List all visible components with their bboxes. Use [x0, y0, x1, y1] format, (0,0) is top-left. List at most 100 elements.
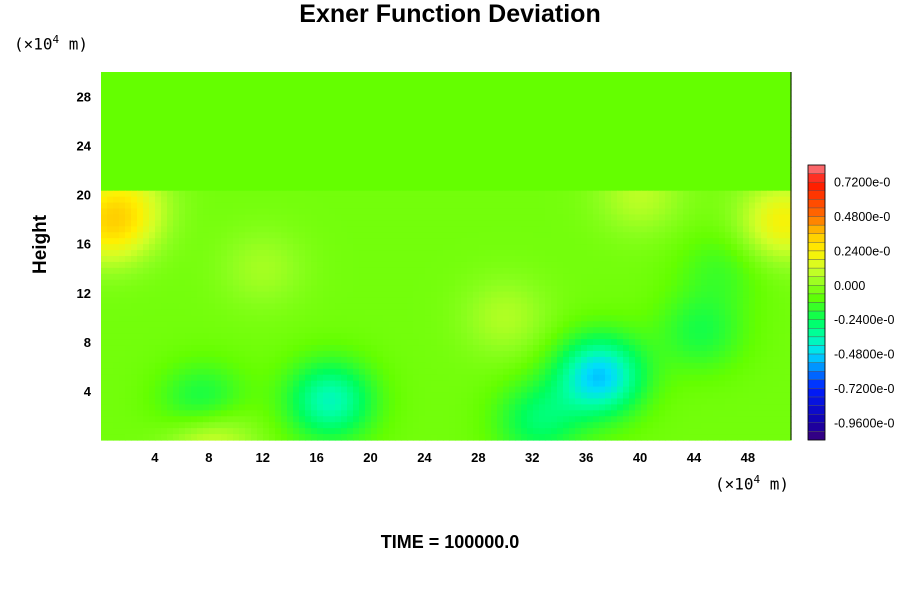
- heatmap-cell: [167, 149, 174, 156]
- heatmap-cell: [443, 143, 450, 150]
- heatmap-cell: [455, 172, 462, 180]
- heatmap-cell: [503, 261, 510, 269]
- heatmap-cell: [263, 77, 270, 85]
- heatmap-cell: [755, 113, 762, 121]
- heatmap-cell: [101, 184, 108, 192]
- heatmap-cell: [173, 238, 180, 245]
- heatmap-cell: [209, 161, 216, 168]
- heatmap-cell: [713, 101, 720, 109]
- heatmap-cell: [731, 196, 738, 204]
- heatmap-cell: [377, 155, 384, 162]
- heatmap-cell: [485, 125, 492, 132]
- heatmap-cell: [209, 107, 216, 115]
- heatmap-cell: [683, 119, 690, 127]
- heatmap-cell: [137, 196, 144, 204]
- heatmap-cell: [605, 184, 612, 192]
- heatmap-cell: [443, 196, 450, 204]
- heatmap-cell: [305, 291, 312, 299]
- heatmap-cell: [671, 125, 678, 132]
- heatmap-cell: [275, 261, 282, 269]
- heatmap-cell: [185, 315, 192, 322]
- heatmap-cell: [701, 244, 708, 251]
- heatmap-cell: [101, 137, 108, 144]
- heatmap-cell: [497, 184, 504, 192]
- heatmap-cell: [485, 155, 492, 162]
- heatmap-cell: [299, 291, 306, 299]
- heatmap-cell: [107, 101, 114, 109]
- heatmap-cell: [767, 285, 774, 293]
- heatmap-cell: [605, 285, 612, 293]
- heatmap-cell: [353, 119, 360, 127]
- heatmap-cell: [431, 184, 438, 192]
- heatmap-cell: [413, 214, 420, 221]
- heatmap-cell: [599, 77, 606, 85]
- heatmap-cell: [671, 113, 678, 121]
- heatmap-cell: [119, 190, 126, 198]
- heatmap-cell: [485, 315, 492, 322]
- heatmap-cell: [593, 184, 600, 192]
- heatmap-cell: [155, 190, 162, 198]
- heatmap-cell: [383, 220, 390, 227]
- heatmap-cell: [731, 285, 738, 293]
- heatmap-cell: [155, 101, 162, 109]
- heatmap-cell: [719, 77, 726, 85]
- heatmap-cell: [329, 178, 336, 186]
- heatmap-cell: [257, 256, 264, 263]
- heatmap-cell: [539, 178, 546, 186]
- heatmap-cell: [779, 208, 786, 216]
- heatmap-cell: [737, 77, 744, 85]
- heatmap-cell: [689, 137, 696, 144]
- heatmap-cell: [719, 113, 726, 121]
- heatmap-cell: [587, 321, 594, 328]
- heatmap-cell: [695, 101, 702, 109]
- heatmap-cell: [653, 95, 660, 103]
- heatmap-cell: [485, 214, 492, 221]
- heatmap-cell: [515, 273, 522, 281]
- heatmap-cell: [401, 149, 408, 156]
- heatmap-cell: [389, 172, 396, 180]
- heatmap-cell: [641, 190, 648, 198]
- heatmap-cell: [527, 77, 534, 85]
- heatmap-cell: [713, 83, 720, 91]
- heatmap-cell: [731, 261, 738, 269]
- heatmap-cell: [677, 315, 684, 322]
- heatmap-cell: [239, 137, 246, 144]
- heatmap-cell: [587, 244, 594, 251]
- heatmap-cell: [557, 161, 564, 168]
- heatmap-cell: [281, 95, 288, 103]
- heatmap-cell: [407, 131, 414, 138]
- heatmap-cell: [683, 238, 690, 245]
- heatmap-cell: [245, 107, 252, 115]
- heatmap-cell: [161, 250, 168, 257]
- heatmap-cell: [671, 208, 678, 216]
- heatmap-cell: [305, 95, 312, 103]
- heatmap-cell: [635, 184, 642, 192]
- heatmap-cell: [635, 101, 642, 109]
- heatmap-cell: [221, 184, 228, 192]
- heatmap-cell: [503, 166, 510, 174]
- heatmap-cell: [623, 196, 630, 204]
- heatmap-cell: [269, 107, 276, 115]
- heatmap-cell: [407, 155, 414, 162]
- heatmap-cell: [155, 178, 162, 186]
- heatmap-cell: [359, 238, 366, 245]
- heatmap-cell: [617, 95, 624, 103]
- heatmap-cell: [485, 226, 492, 233]
- heatmap-cell: [767, 297, 774, 305]
- heatmap-cell: [407, 226, 414, 233]
- heatmap-cell: [407, 184, 414, 192]
- heatmap-cell: [113, 113, 120, 121]
- heatmap-cell: [287, 119, 294, 127]
- heatmap-cell: [545, 303, 552, 311]
- heatmap-cell: [491, 261, 498, 269]
- heatmap-cell: [659, 101, 666, 109]
- heatmap-cell: [191, 244, 198, 251]
- heatmap-cell: [215, 101, 222, 109]
- heatmap-cell: [461, 291, 468, 299]
- heatmap-cell: [287, 327, 294, 334]
- heatmap-cell: [491, 184, 498, 192]
- heatmap-cell: [767, 315, 774, 322]
- heatmap-cell: [239, 184, 246, 192]
- heatmap-cell: [563, 149, 570, 156]
- heatmap-cell: [593, 190, 600, 198]
